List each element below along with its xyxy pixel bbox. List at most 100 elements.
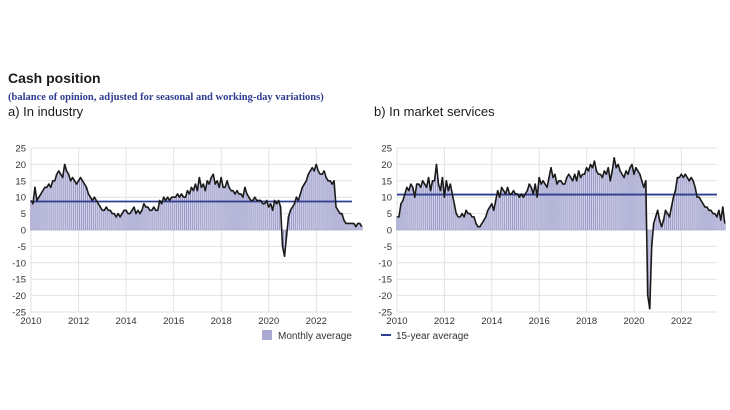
x-tick-label: 2018 [211, 316, 232, 327]
bar-industry-63 [154, 210, 157, 231]
bar-services-120 [632, 174, 635, 231]
legend: Monthly average 15-year average [262, 330, 469, 342]
x-tick-label: 2014 [116, 316, 137, 327]
bar-industry-36 [101, 210, 104, 231]
bar-services-77 [548, 177, 551, 231]
bar-industry-84 [196, 190, 199, 231]
bar-services-162 [715, 216, 718, 231]
bar-services-80 [553, 174, 556, 231]
bar-industry-95 [218, 187, 221, 231]
bar-services-86 [565, 177, 568, 231]
bar-services-92 [577, 170, 580, 231]
x-tick-label: 2018 [576, 316, 597, 327]
bar-services-26 [447, 190, 450, 231]
bar-services-96 [585, 167, 588, 231]
bar-industry-45 [119, 216, 122, 231]
bar-services-61 [516, 193, 519, 231]
bar-services-60 [514, 193, 517, 231]
bar-industry-91 [210, 177, 213, 231]
bar-industry-97 [222, 187, 225, 231]
y-tick-label: 25 [381, 144, 392, 155]
bar-industry-14 [57, 170, 60, 231]
bar-industry-21 [71, 177, 74, 231]
y-tick-label: 15 [15, 176, 26, 187]
bar-services-113 [619, 170, 622, 231]
bar-services-154 [700, 200, 703, 231]
x-tick-label: 2010 [20, 316, 41, 327]
x-tick-label: 2020 [258, 316, 279, 327]
bar-services-69 [532, 193, 535, 231]
bar-services-52 [498, 196, 501, 231]
bar-services-117 [627, 174, 629, 231]
bar-services-99 [591, 167, 594, 231]
y-tick-label: 15 [381, 176, 392, 187]
bar-industry-99 [226, 180, 229, 231]
bar-industry-34 [97, 203, 100, 231]
bar-services-100 [593, 160, 596, 231]
bar-services-7 [409, 183, 412, 231]
legend-avg-label: 15-year average [396, 331, 469, 342]
bar-industry-162 [350, 223, 353, 231]
bar-industry-152 [331, 183, 334, 231]
bar-industry-61 [150, 210, 153, 231]
bar-industry-104 [236, 190, 238, 231]
y-tick-label: -25 [12, 308, 26, 319]
bar-industry-111 [249, 200, 252, 231]
bar-industry-1 [32, 203, 34, 231]
bar-industry-139 [305, 180, 308, 231]
bar-industry-22 [73, 180, 76, 231]
bar-services-38 [471, 216, 473, 231]
bar-industry-5 [39, 193, 42, 231]
bar-services-84 [561, 183, 564, 231]
series-line-industry [30, 163, 363, 258]
bar-services-6 [407, 190, 410, 231]
panel-title-services: b) In market services [374, 104, 495, 119]
bar-services-157 [706, 206, 708, 231]
bar-services-14 [423, 183, 426, 231]
x-tick-label: 2016 [529, 316, 550, 327]
bar-services-90 [573, 174, 576, 231]
bar-industry-150 [327, 180, 330, 231]
bar-industry-88 [204, 190, 207, 231]
bar-services-94 [581, 174, 584, 231]
bar-services-47 [488, 206, 491, 231]
bar-industry-6 [41, 190, 44, 231]
bar-industry-82 [192, 190, 195, 231]
y-tick-label: 10 [15, 193, 26, 204]
bar-industry-109 [245, 193, 248, 231]
bar-industry-122 [271, 210, 274, 231]
bar-services-91 [575, 180, 578, 231]
bar-services-59 [512, 190, 515, 231]
bar-industry-33 [95, 200, 98, 231]
y-tick-label: -10 [12, 258, 26, 269]
bar-industry-44 [117, 213, 120, 231]
bar-industry-74 [176, 193, 179, 231]
bar-industry-160 [346, 223, 349, 231]
bar-industry-76 [180, 193, 183, 231]
bar-services-79 [552, 177, 554, 231]
bar-services-105 [603, 170, 606, 231]
bar-services-83 [559, 180, 562, 231]
bar-services-36 [467, 213, 470, 231]
bar-industry-0 [30, 200, 32, 231]
bar-industry-66 [160, 203, 163, 231]
y-tick-label: 25 [15, 144, 26, 155]
bar-industry-49 [127, 213, 130, 231]
bar-industry-116 [259, 200, 262, 231]
bar-industry-29 [87, 193, 90, 231]
page-title: Cash position [8, 70, 101, 86]
bar-services-22 [439, 190, 442, 231]
bar-industry-58 [144, 206, 147, 231]
bar-services-19 [433, 180, 436, 231]
bar-industry-120 [267, 206, 270, 231]
y-tick-label: -25 [378, 308, 392, 319]
x-tick-label: 2016 [163, 316, 184, 327]
y-tick-label: 0 [387, 226, 392, 237]
y-tick-label: 5 [21, 209, 26, 220]
bar-industry-106 [239, 193, 242, 231]
x-tick-label: 2022 [671, 316, 692, 327]
bar-industry-42 [113, 213, 116, 231]
bar-services-118 [629, 167, 631, 231]
bar-industry-10 [49, 187, 52, 231]
y-tick-label: 10 [381, 193, 392, 204]
